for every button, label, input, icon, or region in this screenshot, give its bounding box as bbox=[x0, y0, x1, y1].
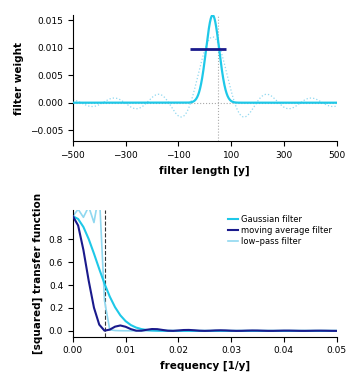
Y-axis label: [squared] transfer function: [squared] transfer function bbox=[33, 193, 43, 354]
X-axis label: frequency [1/y]: frequency [1/y] bbox=[160, 361, 250, 371]
X-axis label: filter length [y]: filter length [y] bbox=[159, 165, 250, 176]
Y-axis label: filter weight: filter weight bbox=[14, 42, 24, 114]
Legend: Gaussian filter, moving average filter, low–pass filter: Gaussian filter, moving average filter, … bbox=[228, 215, 332, 246]
